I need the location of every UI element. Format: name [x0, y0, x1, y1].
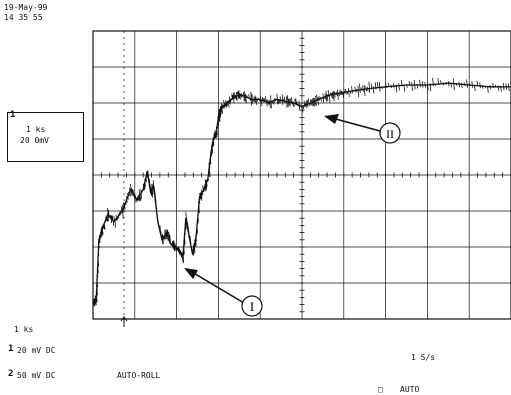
trigger-mode: AUTO	[400, 385, 420, 394]
signal-trace-noise	[92, 77, 510, 307]
channel-marker: 1	[10, 110, 16, 120]
sample-rate: 1 S/s	[411, 353, 436, 362]
annotation-label-1: I	[250, 299, 254, 314]
ch2-number: 2	[8, 369, 14, 379]
annotation-circle-2: II	[379, 122, 401, 144]
annotation-arrow-1	[184, 268, 245, 304]
annotation-circle-1: I	[241, 295, 263, 317]
graticule-frame	[92, 30, 511, 320]
acquisition-mode: AUTO-ROLL	[117, 371, 161, 380]
annotation-label-2: II	[386, 127, 394, 141]
trigger-symbol: □	[378, 385, 383, 394]
header-time: 14 35 55	[4, 13, 43, 22]
channel-volts: 20 0mV	[20, 136, 49, 145]
header-date: 19-May-99	[4, 3, 48, 12]
trigger-marker-arrow	[120, 316, 128, 327]
channel-settings-box: 1 1 ks 20 0mV	[7, 110, 84, 162]
channel-timebase: 1 ks	[26, 125, 46, 134]
status-timebase: 1 ks	[14, 325, 34, 334]
ch1-number: 1	[8, 344, 14, 354]
ch1-setting: 20 mV DC	[17, 346, 56, 355]
ch2-setting: 50 mV DC	[17, 371, 56, 380]
annotation-arrow-2	[324, 114, 381, 132]
